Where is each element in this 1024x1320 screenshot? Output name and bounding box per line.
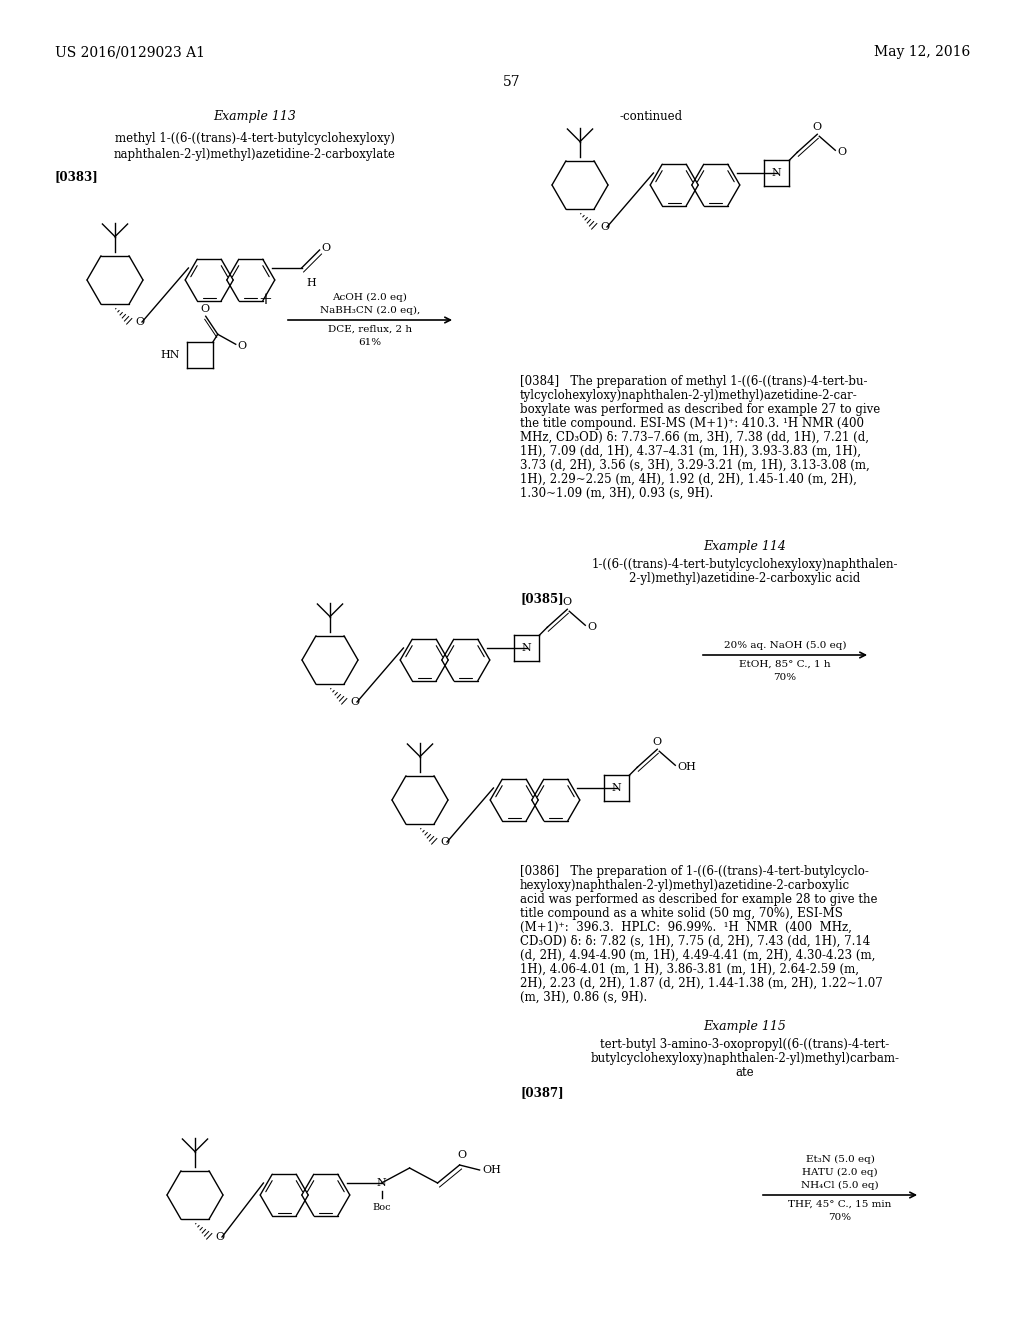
Text: boxylate was performed as described for example 27 to give: boxylate was performed as described for … — [520, 403, 881, 416]
Text: OH: OH — [677, 762, 696, 772]
Text: [0385]: [0385] — [520, 591, 563, 605]
Text: 70%: 70% — [828, 1213, 852, 1222]
Text: the title compound. ESI-MS (M+1)⁺: 410.3. ¹H NMR (400: the title compound. ESI-MS (M+1)⁺: 410.3… — [520, 417, 864, 430]
Text: acid was performed as described for example 28 to give the: acid was performed as described for exam… — [520, 894, 878, 906]
Text: O: O — [652, 738, 662, 747]
Text: O: O — [440, 837, 450, 847]
Text: Example 113: Example 113 — [214, 110, 296, 123]
Text: hexyloxy)naphthalen-2-yl)methyl)azetidine-2-carboxylic: hexyloxy)naphthalen-2-yl)methyl)azetidin… — [520, 879, 850, 892]
Text: 57: 57 — [503, 75, 521, 88]
Text: Et₃N (5.0 eq): Et₃N (5.0 eq) — [806, 1155, 874, 1164]
Text: [0387]: [0387] — [520, 1086, 563, 1100]
Text: N: N — [377, 1177, 386, 1188]
Text: [0383]: [0383] — [55, 170, 98, 183]
Text: +: + — [258, 292, 272, 309]
Text: O: O — [322, 243, 331, 253]
Text: O: O — [135, 317, 144, 327]
Text: H: H — [307, 279, 316, 288]
Text: O: O — [350, 697, 359, 708]
Text: NH₄Cl (5.0 eq): NH₄Cl (5.0 eq) — [801, 1181, 879, 1191]
Text: (m, 3H), 0.86 (s, 9H).: (m, 3H), 0.86 (s, 9H). — [520, 991, 647, 1005]
Text: US 2016/0129023 A1: US 2016/0129023 A1 — [55, 45, 205, 59]
Text: (M+1)⁺:  396.3.  HPLC:  96.99%.  ¹H  NMR  (400  MHz,: (M+1)⁺: 396.3. HPLC: 96.99%. ¹H NMR (400… — [520, 921, 852, 935]
Text: 1H), 4.06-4.01 (m, 1 H), 3.86-3.81 (m, 1H), 2.64-2.59 (m,: 1H), 4.06-4.01 (m, 1 H), 3.86-3.81 (m, 1… — [520, 964, 859, 975]
Text: NaBH₃CN (2.0 eq),: NaBH₃CN (2.0 eq), — [319, 306, 420, 315]
Text: O: O — [215, 1232, 224, 1242]
Text: methyl 1-((6-((trans)-4-tert-butylcyclohexyloxy): methyl 1-((6-((trans)-4-tert-butylcycloh… — [115, 132, 395, 145]
Text: 70%: 70% — [773, 673, 797, 682]
Text: Boc: Boc — [373, 1203, 391, 1212]
Text: Example 114: Example 114 — [703, 540, 786, 553]
Text: HN: HN — [161, 350, 180, 360]
Text: [0386]   The preparation of 1-((6-((trans)-4-tert-butylcyclo-: [0386] The preparation of 1-((6-((trans)… — [520, 865, 869, 878]
Text: -continued: -continued — [620, 110, 683, 123]
Text: 1.30~1.09 (m, 3H), 0.93 (s, 9H).: 1.30~1.09 (m, 3H), 0.93 (s, 9H). — [520, 487, 714, 500]
Text: N: N — [772, 168, 781, 178]
Text: CD₃OD) δ: δ: 7.82 (s, 1H), 7.75 (d, 2H), 7.43 (dd, 1H), 7.14: CD₃OD) δ: δ: 7.82 (s, 1H), 7.75 (d, 2H),… — [520, 935, 870, 948]
Text: 2H), 2.23 (d, 2H), 1.87 (d, 2H), 1.44-1.38 (m, 2H), 1.22~1.07: 2H), 2.23 (d, 2H), 1.87 (d, 2H), 1.44-1.… — [520, 977, 883, 990]
Text: title compound as a white solid (50 mg, 70%), ESI-MS: title compound as a white solid (50 mg, … — [520, 907, 843, 920]
Text: O: O — [563, 597, 571, 607]
Text: EtOH, 85° C., 1 h: EtOH, 85° C., 1 h — [739, 660, 830, 669]
Text: May 12, 2016: May 12, 2016 — [873, 45, 970, 59]
Text: tert-butyl 3-amino-3-oxopropyl((6-((trans)-4-tert-: tert-butyl 3-amino-3-oxopropyl((6-((tran… — [600, 1038, 890, 1051]
Text: DCE, reflux, 2 h: DCE, reflux, 2 h — [328, 325, 412, 334]
Text: O: O — [813, 123, 822, 132]
Text: 2-yl)methyl)azetidine-2-carboxylic acid: 2-yl)methyl)azetidine-2-carboxylic acid — [630, 572, 860, 585]
Text: OH: OH — [482, 1166, 502, 1175]
Text: THF, 45° C., 15 min: THF, 45° C., 15 min — [788, 1200, 892, 1209]
Text: HATU (2.0 eq): HATU (2.0 eq) — [802, 1168, 878, 1177]
Text: N: N — [521, 643, 531, 653]
Text: 61%: 61% — [358, 338, 382, 347]
Text: O: O — [238, 342, 247, 351]
Text: O: O — [600, 222, 609, 232]
Text: 1H), 2.29~2.25 (m, 4H), 1.92 (d, 2H), 1.45-1.40 (m, 2H),: 1H), 2.29~2.25 (m, 4H), 1.92 (d, 2H), 1.… — [520, 473, 857, 486]
Text: O: O — [200, 305, 209, 314]
Text: (d, 2H), 4.94-4.90 (m, 1H), 4.49-4.41 (m, 2H), 4.30-4.23 (m,: (d, 2H), 4.94-4.90 (m, 1H), 4.49-4.41 (m… — [520, 949, 876, 962]
Text: O: O — [588, 622, 596, 632]
Text: 1-((6-((trans)-4-tert-butylcyclohexyloxy)naphthalen-: 1-((6-((trans)-4-tert-butylcyclohexyloxy… — [592, 558, 898, 572]
Text: ate: ate — [735, 1067, 755, 1078]
Text: 3.73 (d, 2H), 3.56 (s, 3H), 3.29-3.21 (m, 1H), 3.13-3.08 (m,: 3.73 (d, 2H), 3.56 (s, 3H), 3.29-3.21 (m… — [520, 459, 869, 473]
Text: [0384]   The preparation of methyl 1-((6-((trans)-4-tert-bu-: [0384] The preparation of methyl 1-((6-(… — [520, 375, 867, 388]
Text: Example 115: Example 115 — [703, 1020, 786, 1034]
Text: N: N — [611, 783, 622, 793]
Text: naphthalen-2-yl)methyl)azetidine-2-carboxylate: naphthalen-2-yl)methyl)azetidine-2-carbo… — [114, 148, 396, 161]
Text: MHz, CD₃OD) δ: 7.73–7.66 (m, 3H), 7.38 (dd, 1H), 7.21 (d,: MHz, CD₃OD) δ: 7.73–7.66 (m, 3H), 7.38 (… — [520, 432, 869, 444]
Text: O: O — [838, 148, 847, 157]
Text: tylcyclohexyloxy)naphthalen-2-yl)methyl)azetidine-2-car-: tylcyclohexyloxy)naphthalen-2-yl)methyl)… — [520, 389, 858, 403]
Text: AcOH (2.0 eq): AcOH (2.0 eq) — [333, 293, 408, 302]
Text: butylcyclohexyloxy)naphthalen-2-yl)methyl)carbam-: butylcyclohexyloxy)naphthalen-2-yl)methy… — [591, 1052, 899, 1065]
Text: 1H), 7.09 (dd, 1H), 4.37–4.31 (m, 1H), 3.93-3.83 (m, 1H),: 1H), 7.09 (dd, 1H), 4.37–4.31 (m, 1H), 3… — [520, 445, 861, 458]
Text: O: O — [457, 1150, 466, 1160]
Text: 20% aq. NaOH (5.0 eq): 20% aq. NaOH (5.0 eq) — [724, 642, 846, 649]
